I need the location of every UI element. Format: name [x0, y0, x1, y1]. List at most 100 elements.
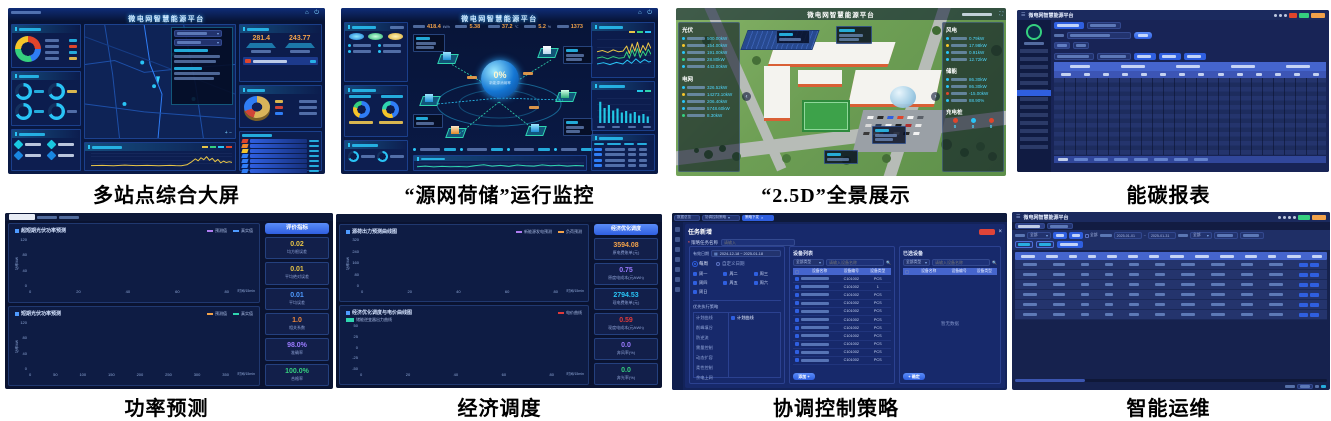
row-checkbox[interactable]	[795, 358, 799, 363]
view-button[interactable]	[1299, 302, 1308, 307]
type-filter-select[interactable]: 全部类型 ▾	[793, 259, 825, 266]
row-checkbox[interactable]	[795, 317, 799, 322]
radio-custom[interactable]: 自定义日期	[716, 261, 745, 267]
device-row[interactable]: C101002 PCS	[793, 291, 891, 300]
owner-select[interactable]: 全部 ▾	[1189, 232, 1212, 239]
pagination[interactable]	[1285, 384, 1326, 389]
report-name-input[interactable]	[1067, 32, 1131, 39]
alarm-row[interactable]	[594, 158, 652, 162]
home-power-icons[interactable]: ⌂ ⏻	[304, 10, 321, 16]
query-button[interactable]	[1134, 32, 1152, 39]
ranking-row[interactable]	[241, 164, 319, 168]
row-checkbox[interactable]	[795, 342, 799, 347]
workorder-row[interactable]	[1015, 300, 1327, 310]
danger-button[interactable]	[979, 228, 996, 235]
ranking-row[interactable]	[241, 159, 319, 163]
tab-dispatch-active[interactable]: 策略下发 ×	[742, 214, 774, 221]
add-button[interactable]	[1015, 241, 1033, 248]
view-button[interactable]	[1299, 262, 1308, 267]
date-range-picker[interactable]: ▦ 2024-12-18 ~ 2025-01-18	[711, 250, 781, 257]
ranking-row[interactable]	[241, 169, 319, 173]
all-checkbox[interactable]: 全部	[1085, 233, 1098, 238]
device-row[interactable]: C101002 PCS	[793, 349, 891, 357]
status-radio[interactable]	[1053, 232, 1067, 239]
workorder-row[interactable]	[1015, 280, 1327, 290]
keyword-input[interactable]	[1213, 232, 1238, 239]
weekday-checkbox[interactable]: 周三	[753, 271, 781, 277]
workorder-row[interactable]	[1015, 310, 1327, 320]
strategy-checked-item[interactable]: 计划曲线	[731, 315, 778, 321]
weekday-checkbox[interactable]: 周六	[753, 280, 781, 286]
tab-strategy[interactable]: 协调控制策略 ▾	[702, 214, 740, 221]
device-row[interactable]: C101002 PCS	[793, 300, 891, 308]
device-row[interactable]: C101002 PCS	[793, 275, 891, 284]
device-row[interactable]: C101002 PCS	[793, 324, 891, 333]
optimize-button[interactable]: 经济优化调度	[594, 224, 658, 235]
ranking-row[interactable]	[241, 144, 319, 148]
device-search-input[interactable]	[826, 259, 885, 266]
header-icons[interactable]	[1274, 12, 1325, 18]
breadcrumb-tab[interactable]	[1087, 22, 1121, 29]
alarm-row[interactable]	[594, 147, 652, 151]
node-wind[interactable]	[539, 44, 555, 58]
type-filter-select[interactable]: 全部类型 ▾	[903, 259, 931, 266]
date-end-picker[interactable]: 2025-01-31	[1147, 232, 1176, 239]
menu-icon[interactable]: ☰	[1016, 214, 1021, 220]
confirm-button[interactable]: + 确定	[903, 373, 925, 380]
view-button[interactable]	[1299, 272, 1308, 277]
map-select[interactable]: ▾	[174, 39, 222, 46]
map-zoom-controls[interactable]: + −	[224, 130, 232, 136]
metrics-button[interactable]: 评价指标	[265, 223, 329, 234]
radio-weekly[interactable]: 每周	[693, 261, 708, 267]
view-tab[interactable]	[1054, 42, 1070, 49]
device-row[interactable]: C101002 PCS	[793, 341, 891, 349]
workorder-row[interactable]	[1015, 270, 1327, 280]
unit-pill[interactable]	[1134, 53, 1156, 60]
weekday-checkbox[interactable]: 周五	[723, 280, 750, 286]
type-select[interactable]: 全部 ▾	[1027, 232, 1051, 239]
print-pill[interactable]	[1184, 53, 1206, 60]
weekday-checkbox[interactable]: 周日	[693, 289, 720, 295]
view-button[interactable]	[1299, 292, 1308, 297]
node-building[interactable]	[557, 88, 573, 102]
weekday-checkbox[interactable]: 周四	[693, 280, 720, 286]
row-checkbox[interactable]	[795, 309, 799, 314]
weekday-checkbox[interactable]: 周一	[693, 271, 720, 277]
strategy-item[interactable]: 防逆流	[696, 335, 709, 340]
search-icon[interactable]: 🔍	[886, 260, 891, 265]
fullscreen-icon[interactable]: ⛶	[999, 11, 1003, 17]
horizontal-scrollbar[interactable]	[1015, 379, 1327, 382]
keyword-input[interactable]	[1239, 232, 1264, 239]
ranking-row[interactable]	[241, 154, 319, 158]
view-tab[interactable]	[1073, 42, 1089, 49]
export-pill[interactable]	[1159, 53, 1181, 60]
map-select[interactable]: ▾	[174, 30, 222, 37]
task-name-input[interactable]	[721, 239, 796, 246]
table-body-rows[interactable]	[1054, 78, 1326, 155]
add-devices-button[interactable]: 添加 +	[793, 373, 815, 380]
device-row[interactable]: C101002 PCS	[793, 332, 891, 341]
row-checkbox[interactable]	[795, 301, 799, 306]
view-button[interactable]	[1299, 312, 1308, 317]
delete-button[interactable]	[1310, 312, 1319, 317]
delete-button[interactable]	[1310, 292, 1319, 297]
strategy-item[interactable]: 动态扩容	[696, 355, 713, 360]
home-power-icons[interactable]: ⌂ ⏻	[637, 10, 654, 16]
close-icon[interactable]: ×	[998, 228, 1002, 235]
sidebar-item-active[interactable]	[1017, 90, 1051, 96]
ranking-row[interactable]	[241, 149, 319, 153]
node-charger[interactable]	[527, 122, 543, 136]
next-arrow-button[interactable]: ›	[931, 92, 940, 101]
alarm-row[interactable]	[594, 153, 652, 156]
strategy-item[interactable]: 柔性控制	[696, 365, 713, 370]
tab[interactable]	[1047, 223, 1073, 229]
strategy-item[interactable]: 计划曲线	[696, 315, 713, 320]
date-start-picker[interactable]: 2025-01-01	[1113, 232, 1142, 239]
workorder-row[interactable]	[1015, 290, 1327, 300]
prev-arrow-button[interactable]: ‹	[742, 92, 751, 101]
selected-search-input[interactable]	[932, 259, 991, 266]
menu-icon[interactable]: ☰	[1021, 12, 1026, 18]
status-radio[interactable]	[1069, 232, 1083, 239]
device-row[interactable]: C101002 1	[793, 283, 891, 292]
workorder-row[interactable]	[1015, 260, 1327, 270]
